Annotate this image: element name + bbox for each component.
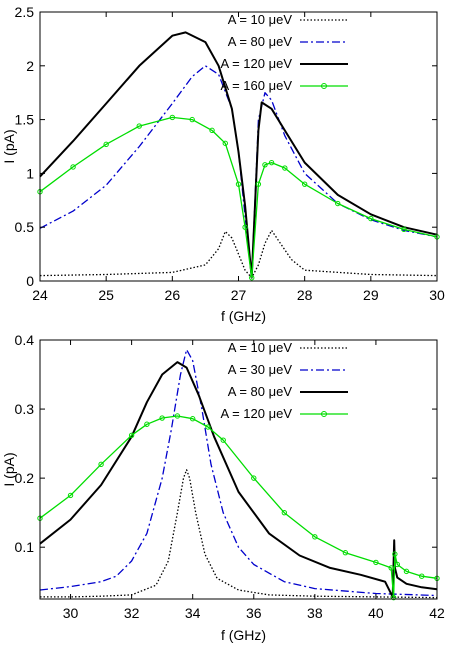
y-tick-label: 1.5 [15, 112, 35, 128]
series-point [159, 415, 165, 421]
series-point [255, 181, 262, 187]
legend-label: A = 160 μeV [221, 78, 293, 93]
series-point [70, 164, 76, 170]
series-point [103, 141, 109, 148]
series-point [174, 413, 181, 419]
legend-label: A = 10 μeV [228, 340, 293, 355]
y-tick-label: 2 [26, 58, 34, 74]
x-axis-label: f (GHz) [221, 627, 266, 643]
x-tick-label: 25 [98, 287, 114, 303]
legend-label: A = 120 μeV [221, 406, 293, 421]
x-tick-label: 24 [32, 287, 48, 303]
plot-frame [39, 339, 438, 600]
series-point [242, 224, 248, 230]
x-tick-label: 36 [246, 605, 262, 621]
y-tick-label: 2.5 [15, 4, 35, 20]
series-point [189, 116, 195, 123]
x-tick-label: 42 [429, 605, 445, 621]
x-tick-label: 30 [429, 287, 445, 303]
series-point [144, 421, 150, 427]
legend-label: A = 80 μeV [228, 34, 293, 49]
y-tick-label: 0.3 [15, 401, 35, 417]
series-point [262, 162, 268, 168]
series-point [220, 437, 226, 443]
x-tick-label: 30 [63, 605, 79, 621]
series-point [281, 509, 288, 516]
series-point [373, 559, 379, 566]
series-line-1 [39, 229, 438, 279]
legend-label: A = 30 μeV [228, 362, 293, 377]
y-tick-label: 1 [26, 165, 34, 181]
series-line-1 [40, 469, 438, 599]
legend: A = 10 μeV A = 30 μeV A = 80 μeV A = 120 μe… [221, 340, 348, 421]
series-point [403, 568, 410, 575]
x-tick-label: 29 [363, 287, 379, 303]
y-tick-label: 0.2 [15, 470, 35, 486]
series-point [419, 573, 425, 579]
series-line-2 [39, 349, 438, 597]
legend-swatch-marker [321, 83, 327, 89]
chart-panel-2: 30 32 34 36 38 40 42 0.1 0.2 0.3 0.4 f (GHz) I (pA) A… [1, 332, 445, 643]
series-point [189, 416, 196, 422]
series-point [390, 594, 397, 601]
x-tick-label: 32 [124, 605, 140, 621]
series-point [342, 550, 349, 556]
series-point [401, 226, 407, 233]
y-tick-label: 0.1 [15, 539, 35, 555]
x-tick-label: 26 [165, 287, 181, 303]
series-point [368, 215, 374, 222]
series-point [249, 275, 255, 281]
legend-label: A = 10 μeV [228, 12, 293, 27]
series-point [388, 565, 394, 571]
x-tick-label: 27 [231, 287, 247, 303]
legend-label: A = 120 μeV [221, 56, 293, 71]
series-point [67, 492, 74, 499]
x-tick-label: 28 [297, 287, 313, 303]
y-tick-label: 0.5 [15, 219, 35, 235]
y-axis-label: I (pA) [1, 129, 17, 163]
series-point [209, 127, 215, 134]
series-line-3 [39, 31, 438, 279]
series-point [268, 159, 275, 166]
legend: A = 10 μeV A = 80 μeV A = 120 μeV A = 160 μ… [221, 12, 348, 93]
series-point [128, 432, 135, 439]
series-point [222, 140, 228, 146]
series-point [98, 461, 104, 468]
series-line-2 [39, 65, 438, 279]
legend-label: A = 80 μeV [228, 384, 293, 399]
series-point [282, 165, 288, 171]
y-axis-label: I (pA) [1, 452, 17, 486]
series-point [335, 200, 341, 207]
series-point [251, 475, 257, 481]
series-point [301, 181, 308, 187]
series-point [312, 534, 318, 540]
series-point [392, 551, 398, 557]
series-line-4 [39, 415, 438, 599]
series-point [205, 424, 211, 430]
legend-swatch-marker [321, 411, 327, 417]
y-tick-label: 0.4 [15, 332, 35, 348]
series-line-4 [39, 116, 438, 279]
chart-panel-1: 24 25 26 27 28 29 30 0 0.5 1 1.5 2 2.5 f (GHz) I (pA) A… [1, 4, 445, 324]
series-line-3 [39, 361, 438, 598]
x-tick-label: 40 [368, 605, 384, 621]
series-point [136, 123, 142, 129]
x-axis-label: f (GHz) [221, 308, 266, 324]
x-tick-label: 34 [185, 605, 201, 621]
x-tick-label: 38 [307, 605, 323, 621]
series-point [235, 181, 242, 187]
series-point [169, 114, 176, 121]
y-tick-label: 0 [26, 273, 34, 289]
series-point [394, 561, 400, 568]
